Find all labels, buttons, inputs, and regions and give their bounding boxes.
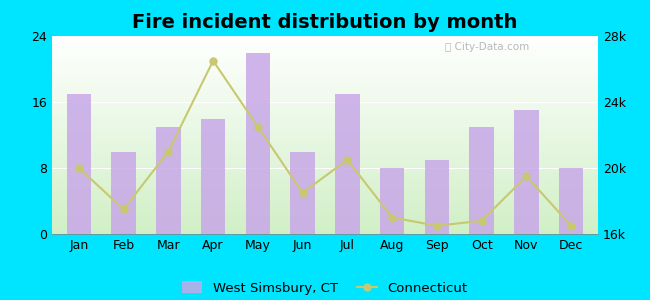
Legend: West Simsbury, CT, Connecticut: West Simsbury, CT, Connecticut bbox=[177, 276, 473, 300]
Bar bbox=[291, 152, 315, 234]
Bar bbox=[469, 127, 494, 234]
Bar bbox=[514, 110, 539, 234]
Text: ⓘ City-Data.com: ⓘ City-Data.com bbox=[445, 42, 529, 52]
Bar bbox=[246, 52, 270, 234]
Bar bbox=[66, 94, 91, 234]
Bar bbox=[111, 152, 136, 234]
Bar bbox=[201, 118, 226, 234]
Bar bbox=[335, 94, 359, 234]
Title: Fire incident distribution by month: Fire incident distribution by month bbox=[133, 13, 517, 32]
Bar bbox=[424, 160, 449, 234]
Bar bbox=[559, 168, 584, 234]
Bar bbox=[156, 127, 181, 234]
Bar bbox=[380, 168, 404, 234]
